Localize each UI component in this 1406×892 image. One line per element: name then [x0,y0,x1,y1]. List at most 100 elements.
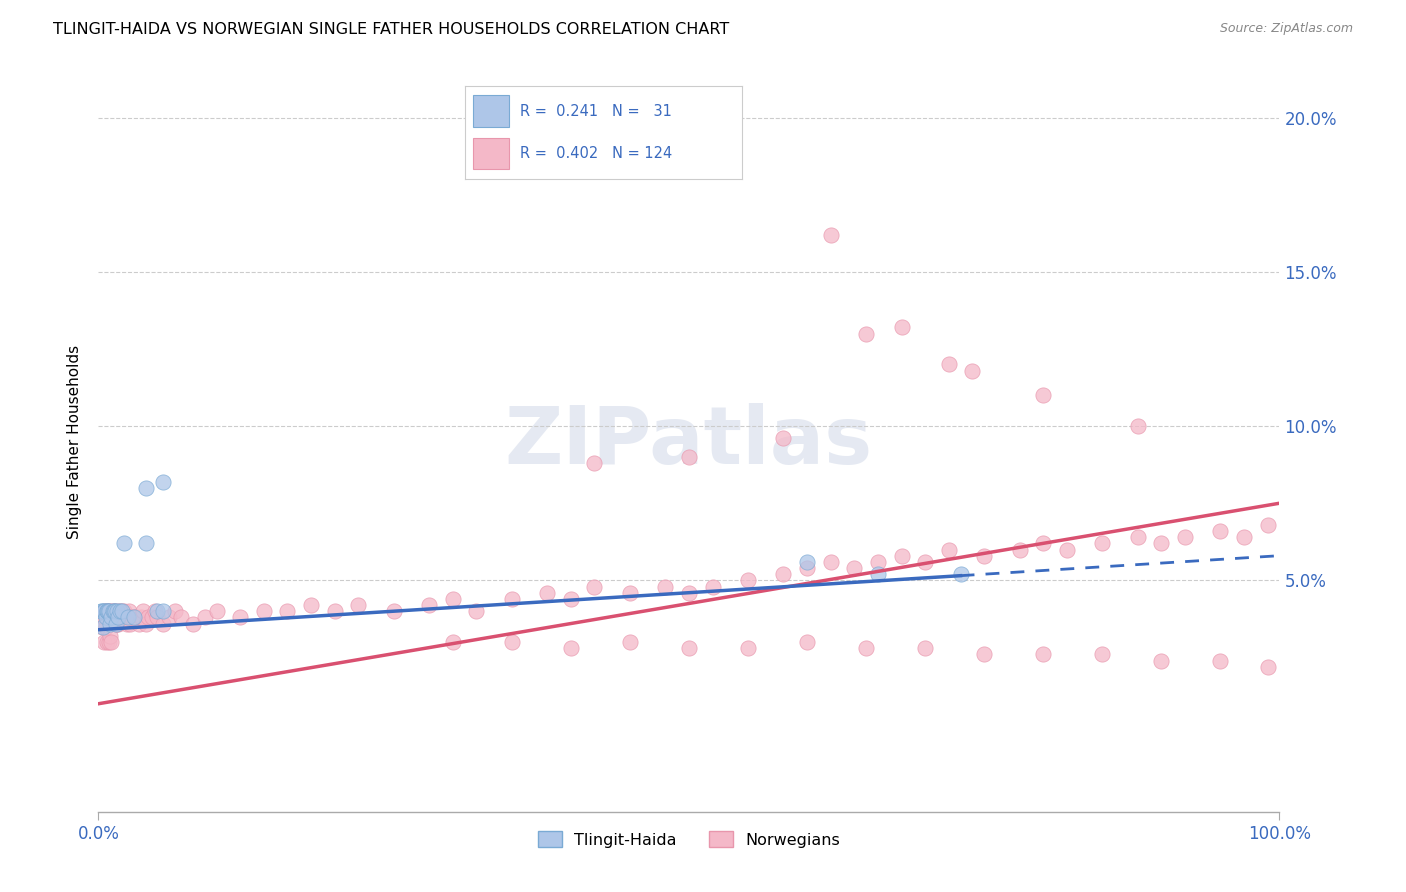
Point [181,616,204,631]
Point [98,616,121,631]
Point [97,604,120,618]
Point [103,604,125,618]
Point [105,610,128,624]
Point [105,616,128,631]
Point [98,604,121,618]
Point [121,610,143,624]
Point [146,604,169,618]
Point [914,641,936,656]
Point [973,648,995,662]
Point [114,610,136,624]
Point [111,604,134,618]
Point [157,610,180,624]
Point [91,610,114,624]
Point [772,567,794,582]
Point [96,610,118,624]
Point [678,585,700,599]
Point [560,591,582,606]
Point [105,616,128,631]
Text: TLINGIT-HAIDA VS NORWEGIAN SINGLE FATHER HOUSEHOLDS CORRELATION CHART: TLINGIT-HAIDA VS NORWEGIAN SINGLE FATHER… [53,22,730,37]
Point [101,604,124,618]
Point [796,635,818,649]
Point [820,555,842,569]
Point [108,604,131,618]
Point [108,610,131,624]
Point [890,549,912,563]
Point [938,358,960,372]
Point [1032,536,1054,550]
Point [501,635,523,649]
Point [135,616,157,631]
Point [122,610,145,624]
Point [98,610,121,624]
Point [93,604,115,618]
Point [105,610,128,624]
Point [382,604,405,618]
Point [91,619,114,633]
Point [101,610,124,624]
Point [1257,659,1279,673]
Point [98,635,121,649]
Point [772,432,794,446]
Point [890,320,912,334]
Point [560,641,582,656]
Point [103,604,125,618]
Point [949,567,972,582]
Point [107,616,129,631]
Point [1126,419,1149,434]
Point [866,555,889,569]
Point [96,635,118,649]
Point [93,610,115,624]
Point [152,604,174,618]
Point [1150,536,1173,550]
Point [135,481,157,495]
Point [107,604,129,618]
Point [1209,654,1232,668]
Point [152,475,174,489]
Point [128,616,150,631]
Point [115,616,138,631]
Point [276,604,298,618]
Point [120,616,142,631]
Point [1008,542,1031,557]
Point [165,604,187,618]
Point [98,604,121,618]
Point [93,635,115,649]
Point [844,561,866,575]
Point [93,604,115,618]
Point [129,610,152,624]
Point [1056,542,1078,557]
Point [973,549,995,563]
Point [94,619,117,633]
Point [135,536,157,550]
Point [1150,654,1173,668]
Point [104,604,127,618]
Point [441,635,464,649]
Point [678,641,700,656]
Point [1174,530,1197,544]
Point [1032,388,1054,402]
Point [112,604,135,618]
Point [938,542,960,557]
Point [91,619,114,633]
Point [103,610,125,624]
Point [962,363,984,377]
Point [105,616,128,631]
Point [1032,648,1054,662]
Point [347,598,370,612]
Point [108,604,131,618]
Point [855,326,877,341]
Point [583,580,606,594]
Point [98,629,121,643]
Point [1091,536,1114,550]
Point [678,450,700,464]
Point [104,604,127,618]
Point [914,555,936,569]
Point [1257,517,1279,532]
Point [96,604,118,618]
Point [441,591,464,606]
Point [583,456,606,470]
Point [94,610,117,624]
Point [737,641,759,656]
Point [866,567,889,582]
